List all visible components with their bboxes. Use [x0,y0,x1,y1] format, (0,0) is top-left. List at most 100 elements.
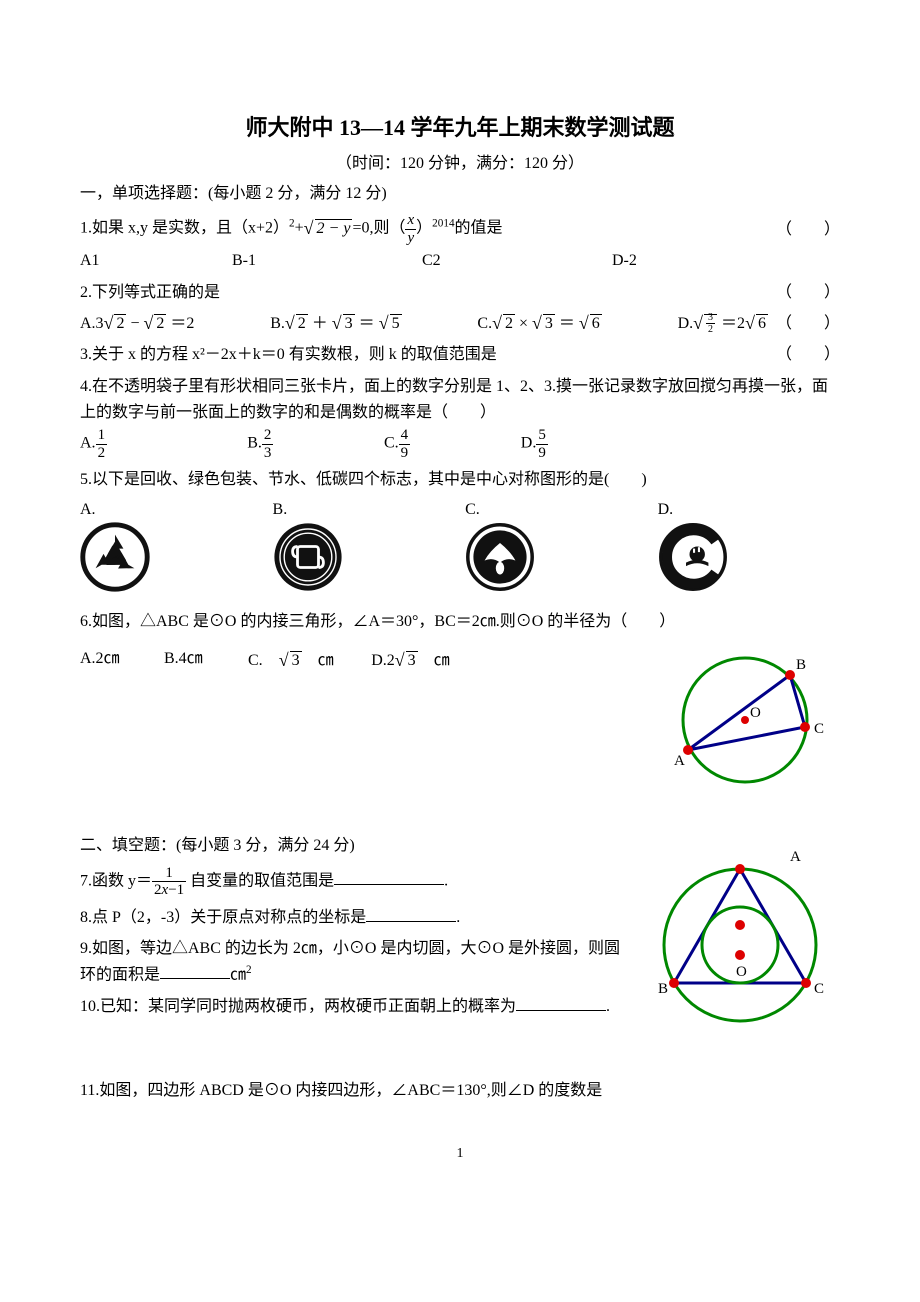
q4b-d: 3 [262,445,274,462]
page-subtitle: （时间：120 分钟，满分：120 分） [80,151,840,177]
q6d-pre: D.2 [371,652,395,669]
q5d-label: D. [658,501,674,518]
q8-text: 8.点 P（2，-3）关于原点对称点的坐标是 [80,909,366,926]
q7-pre: 7.函数 y＝ [80,872,152,889]
sqrt-icon: 6 [579,308,602,337]
q7-dpost: −1 [168,882,184,898]
q4c-n: 4 [399,427,411,445]
circle-triangle-diagram: O A B C [650,635,840,795]
q4d-n: 5 [536,427,548,445]
sqrt-icon: 2 [143,308,166,337]
q6d-s: 3 [406,651,418,669]
sqrt-icon: 3 [332,308,355,337]
q7-frac: 12x−1 [152,865,186,899]
question-3: 3.关于 x 的方程 x²－2x＋k＝0 有实数根，则 k 的取值范围是 （ ） [80,342,840,368]
q1-frac: xy [405,212,416,246]
q2c-s3: 6 [590,314,602,332]
q7-d: 2x−1 [152,882,186,899]
question-4: 4.在不透明袋子里有形状相同三张卡片，面上的数字分别是 1、2、3.摸一张记录数… [80,374,840,461]
q1-opt-c: C2 [422,248,612,274]
blank-line [516,994,606,1011]
q1-choices: A1 B-1 C2 D-2 [80,248,840,274]
q5b-label: B. [273,501,288,518]
q1-stem-pre: 1.如果 x,y 是实数，且（x+2） [80,220,289,237]
question-6: 6.如图，△ABC 是⊙O 的内接三角形，∠A＝30°，BC＝2㎝.则⊙O 的半… [80,609,840,803]
label-A: A [674,753,685,769]
q4a-n: 1 [96,427,108,445]
q2b-pre: B. [270,315,285,332]
question-5: 5.以下是回收、绿色包装、节水、低碳四个标志，其中是中心对称图形的是( ) A.… [80,467,840,601]
q6-figure: O A B C [650,635,840,804]
q2a-s2: 2 [154,314,166,332]
q2-blank: （ ） [776,280,840,306]
label-C: C [814,721,824,737]
q2c-s1: 2 [503,314,515,332]
q5-stem: 5.以下是回收、绿色包装、节水、低碳四个标志，其中是中心对称图形的是( ) [80,467,840,493]
q7-tail: . [444,872,448,889]
section1-header: 一，单项选择题：(每小题 2 分，满分 12 分) [80,181,840,207]
water-save-icon [465,522,535,592]
inscribed-circumscribed-diagram: O A B C [640,833,840,1033]
q1-opt-a: A1 [80,248,232,274]
q2a-pre: A.3 [80,315,104,332]
q2b-s1: 2 [296,314,308,332]
q2-stem: 2.下列等式正确的是 [80,280,220,306]
q4-opt-a: A.12 [80,427,247,461]
q7-post: 自变量的取值范围是 [186,872,334,889]
q2d-s3: 6 [756,314,768,332]
q1-plus: + [295,220,304,237]
sqrt-icon: 2 [104,308,127,337]
q2d-fd: 2 [706,324,715,335]
label-B: B [658,981,668,997]
label-A: A [790,849,801,865]
q7-n: 1 [152,865,186,883]
q2d-tail: （ ） [776,315,840,332]
q10-text: 10.已知：某同学同时抛两枚硬币，两枚硬币正面朝上的概率为 [80,998,516,1015]
q2a-s1: 2 [114,314,126,332]
q4d-d: 9 [536,445,548,462]
recycle-icon [80,522,150,592]
sqrt-icon: 3 [279,645,302,674]
blank-line [334,868,444,885]
q4-opt-b: B.23 [247,427,384,461]
q2b-s3: 5 [390,314,402,332]
q1-sup2: 2014 [432,218,454,230]
q1-tail: 的值是 [455,220,503,237]
label-B: B [796,657,806,673]
question-1: 1.如果 x,y 是实数，且（x+2）2+2 − y=0,则（xy）2014的值… [80,212,840,274]
q1-sqrt-inner: 2 − y [315,219,353,237]
q11-text: 11.如图，四边形 ABCD 是⊙O 内接四边形，∠ABC＝130°,则∠D 的… [80,1082,602,1099]
q4-opt-d: D.59 [521,427,658,461]
sqrt-icon: 2 [492,308,515,337]
q8-tail: . [456,909,460,926]
blank-line [366,905,456,922]
q2a-post: ＝2 [166,315,194,332]
q6-choices: A.2㎝ B.4㎝ C. 3 ㎝ D.23 ㎝ [80,645,640,674]
q7-dp: 2 [154,882,162,898]
q6-opt-c: C. 3 ㎝ [248,645,371,674]
q1-after-frac: ） [416,220,432,237]
page-number: 1 [80,1143,840,1165]
q2c-mid: × [515,315,532,332]
q6c-post: ㎝ [302,652,334,669]
q5c-label: C. [465,501,480,518]
sqrt-icon: 2 [285,308,308,337]
q1-frac-num: x [405,212,416,230]
q6-opt-d: D.23 ㎝ [371,645,494,674]
q2-choices: A.32 − 2 ＝2 B.2 ＋ 3 ＝ 5 C.2 × 3 ＝ 6 D.32… [80,308,840,337]
q3-stem: 3.关于 x 的方程 x²－2x＋k＝0 有实数根，则 k 的取值范围是 [80,342,497,368]
q5-opt-c: C. [465,497,647,601]
q1-blank: （ ） [776,217,840,243]
q2-opt-c: C.2 × 3 ＝ 6 [477,308,601,337]
label-O: O [750,705,761,721]
q9-figure: O A B C [640,833,840,1042]
q2a-mid: − [126,315,143,332]
q2-opt-b: B.2 ＋ 3 ＝ 5 [270,308,401,337]
sqrt-icon: 2 − y [304,213,353,242]
q2c-s2: 3 [543,314,555,332]
q2-opt-d: D.32 ＝26 （ ） [678,308,840,337]
sqrt-icon: 32 [693,308,717,337]
q2b-s2: 3 [343,314,355,332]
q5a-label: A. [80,501,96,518]
q5-logos: A. B. [80,497,840,601]
